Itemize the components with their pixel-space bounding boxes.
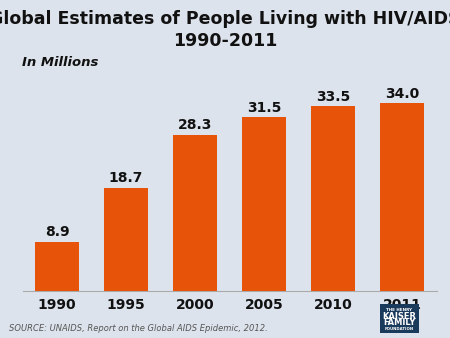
Text: 28.3: 28.3	[178, 118, 212, 132]
Text: KAISER: KAISER	[382, 312, 416, 321]
Bar	[35, 242, 80, 291]
Bar	[242, 117, 286, 291]
Text: 8.9: 8.9	[45, 225, 69, 239]
Text: 33.5: 33.5	[316, 90, 350, 104]
Bar	[172, 135, 217, 291]
Text: 18.7: 18.7	[109, 171, 143, 185]
Bar	[310, 106, 356, 291]
Text: 34.0: 34.0	[385, 87, 419, 101]
Bar	[380, 103, 424, 291]
Text: FAMILY: FAMILY	[383, 318, 415, 327]
Text: FOUNDATION: FOUNDATION	[385, 327, 414, 331]
Text: 31.5: 31.5	[247, 101, 281, 115]
Text: Global Estimates of People Living with HIV/AIDS
1990-2011: Global Estimates of People Living with H…	[0, 10, 450, 50]
Bar	[104, 188, 148, 291]
Text: THE HENRY: THE HENRY	[387, 308, 412, 312]
Text: SOURCE: UNAIDS, Report on the Global AIDS Epidemic, 2012.: SOURCE: UNAIDS, Report on the Global AID…	[9, 324, 268, 333]
Text: In Millions: In Millions	[22, 55, 99, 69]
